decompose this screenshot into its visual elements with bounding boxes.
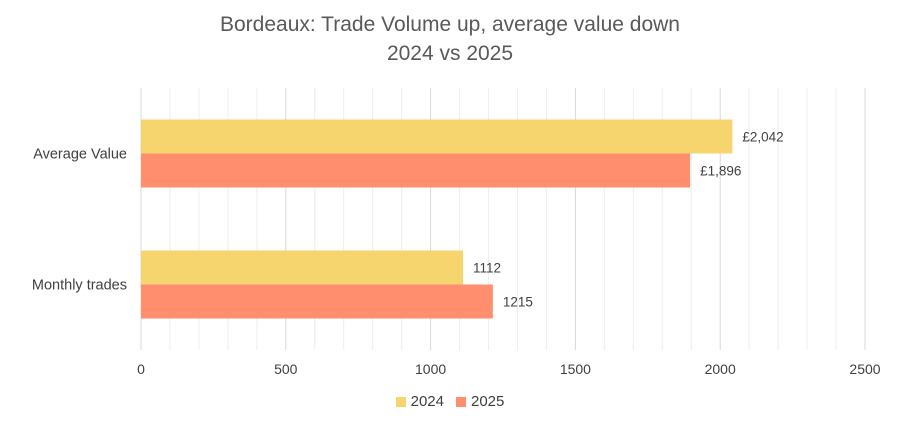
category-label: Average Value — [33, 147, 127, 163]
legend-label: 2025 — [471, 393, 505, 410]
legend-swatch — [456, 396, 466, 407]
legend-label: 2024 — [410, 393, 444, 410]
category-label: Monthly trades — [32, 278, 127, 294]
x-tick-label: 0 — [137, 361, 145, 377]
x-tick-label: 2500 — [849, 361, 880, 377]
bar — [141, 153, 691, 188]
x-tick-label: 500 — [274, 361, 298, 377]
x-tick-label: 1000 — [415, 361, 446, 377]
legend-item: 2024 — [395, 393, 444, 410]
bar — [141, 119, 733, 154]
legend-swatch — [395, 396, 406, 407]
x-tick-label: 1500 — [560, 361, 591, 377]
legend: 2024 2025 — [0, 393, 900, 411]
data-label: £1,896 — [700, 164, 741, 179]
chart-subtitle: 2024 vs 2025 — [386, 42, 514, 65]
data-label: £2,042 — [742, 130, 783, 145]
data-label: 1112 — [473, 261, 501, 276]
legend-item: 2025 — [456, 393, 504, 410]
chart-title: Bordeaux: Trade Volume up, average value… — [220, 13, 680, 36]
data-label: 1215 — [503, 295, 533, 310]
bar — [141, 250, 464, 285]
bar — [141, 284, 493, 319]
x-tick-label: 2000 — [705, 361, 736, 377]
